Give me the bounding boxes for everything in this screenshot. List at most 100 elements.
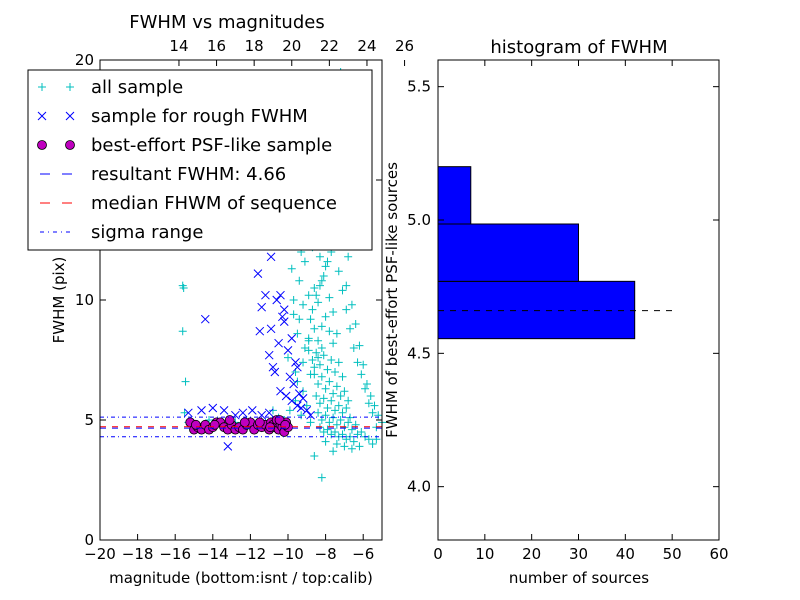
y-tick-label: 4.0 bbox=[407, 478, 431, 496]
scatter-point-plus bbox=[325, 418, 334, 427]
scatter-panel: FWHM vs magnitudes −20 −18 −16 −14 −12 −10 −8−… bbox=[27, 12, 414, 587]
scatter-point-x bbox=[264, 350, 274, 360]
scatter-point-plus bbox=[329, 308, 338, 316]
scatter-point-plus bbox=[331, 428, 339, 436]
scatter-point-plus bbox=[329, 389, 338, 398]
scatter-point-plus bbox=[338, 286, 347, 295]
scatter-point-plus bbox=[323, 257, 332, 266]
histogram-bars bbox=[437, 166, 636, 340]
scatter-point-plus bbox=[338, 408, 347, 417]
scatter-point-x bbox=[287, 396, 297, 406]
scatter-point-plus bbox=[181, 377, 190, 386]
x-tick-label: −18 bbox=[122, 545, 154, 563]
scatter-point-plus bbox=[329, 339, 338, 348]
scatter-y-axis-ticks: 0 5 10 20 bbox=[75, 51, 382, 549]
scatter-point-plus bbox=[321, 312, 330, 321]
scatter-point-plus bbox=[268, 406, 277, 415]
legend-marker-swatch bbox=[37, 140, 47, 150]
top-tick-label: 16 bbox=[207, 37, 226, 55]
scatter-title: FWHM vs magnitudes bbox=[129, 12, 324, 33]
scatter-point-x bbox=[298, 394, 308, 403]
scatter-point-x bbox=[279, 317, 289, 326]
scatter-point-x bbox=[285, 372, 295, 382]
scatter-point-plus bbox=[347, 425, 356, 434]
scatter-point-plus bbox=[340, 442, 349, 451]
scatter-point-circle bbox=[224, 415, 235, 425]
scatter-point-plus bbox=[310, 324, 319, 333]
scatter-point-x bbox=[289, 379, 298, 389]
scatter-y-axis-label: FWHM (pix) bbox=[50, 257, 68, 344]
scatter-point-plus bbox=[368, 440, 377, 448]
scatter-point-plus bbox=[179, 284, 188, 292]
x-tick-label: 10 bbox=[475, 545, 494, 563]
scatter-point-plus bbox=[325, 377, 334, 386]
y-tick-label: 20 bbox=[75, 51, 94, 69]
scatter-reference-lines bbox=[100, 416, 382, 438]
scatter-point-plus bbox=[297, 411, 306, 420]
scatter-point-plus bbox=[295, 276, 304, 285]
scatter-x-axis-label: magnitude (bottom:isnt / top:calib) bbox=[109, 569, 373, 587]
x-tick-label: 20 bbox=[522, 545, 541, 563]
scatter-point-plus bbox=[317, 276, 326, 285]
scatter-point-plus bbox=[325, 293, 334, 302]
scatter-point-plus bbox=[357, 428, 366, 436]
scatter-point-plus bbox=[364, 435, 373, 444]
y-tick-label: 5.0 bbox=[407, 211, 431, 229]
top-tick-label: 24 bbox=[357, 37, 376, 55]
scatter-point-x bbox=[281, 391, 291, 401]
scatter-point-plus bbox=[317, 322, 326, 331]
legend-label: resultant FWHM: 4.66 bbox=[91, 164, 286, 185]
scatter-point-plus bbox=[304, 334, 313, 343]
scatter-point-plus bbox=[364, 399, 373, 408]
scatter-point-plus bbox=[347, 444, 356, 453]
scatter-point-plus bbox=[351, 420, 360, 429]
scatter-point-plus bbox=[329, 447, 338, 456]
x-tick-label: −8 bbox=[315, 545, 337, 563]
legend-items: all sample sample for rough FWHM best-effo… bbox=[37, 77, 337, 243]
top-tick-label: 18 bbox=[245, 37, 264, 55]
scatter-point-circle bbox=[254, 417, 265, 428]
legend-item: sample for rough FWHM bbox=[37, 106, 308, 127]
histogram-bar bbox=[437, 223, 579, 282]
scatter-point-plus bbox=[327, 356, 336, 364]
scatter-point-plus bbox=[362, 380, 371, 388]
scatter-point-plus bbox=[334, 358, 343, 367]
scatter-point-x bbox=[253, 269, 263, 278]
legend-label: sample for rough FWHM bbox=[91, 106, 308, 127]
x-tick-label: −6 bbox=[352, 545, 374, 563]
legend-item: median FHWM of sequence bbox=[40, 193, 337, 214]
legend-label: best-effort PSF-like sample bbox=[91, 135, 332, 156]
histogram-bar bbox=[437, 166, 472, 225]
scatter-point-plus bbox=[334, 401, 343, 410]
x-tick-label: 0 bbox=[433, 545, 443, 563]
legend-item: resultant FWHM: 4.66 bbox=[40, 164, 286, 185]
scatter-point-x bbox=[293, 401, 302, 410]
scatter-point-plus bbox=[315, 252, 324, 261]
scatter-point-plus bbox=[323, 404, 332, 412]
scatter-point-plus bbox=[289, 296, 298, 304]
histogram-y-axis-ticks: 4.0 4.5 5.0 5.5 bbox=[407, 78, 719, 496]
scatter-point-plus bbox=[317, 344, 326, 352]
x-tick-label: 60 bbox=[709, 545, 728, 563]
scatter-point-plus bbox=[349, 437, 358, 446]
scatter-point-plus bbox=[289, 310, 298, 319]
scatter-point-plus bbox=[366, 392, 375, 400]
scatter-legend: all sample sample for rough FWHM best-effo… bbox=[27, 69, 373, 251]
scatter-point-x bbox=[272, 295, 282, 305]
scatter-point-plus bbox=[353, 358, 362, 367]
legend-item: best-effort PSF-like sample bbox=[37, 135, 332, 156]
scatter-point-plus bbox=[351, 320, 360, 328]
legend-marker-swatch bbox=[65, 111, 75, 121]
scatter-point-x bbox=[279, 305, 289, 314]
scatter-point-plus bbox=[314, 298, 323, 307]
legend-marker-swatch bbox=[37, 111, 47, 121]
legend-marker-swatch bbox=[66, 83, 74, 91]
legend-marker-swatch bbox=[65, 140, 75, 150]
scatter-point-plus bbox=[308, 356, 317, 364]
scatter-point-plus bbox=[178, 327, 187, 336]
scatter-point-plus bbox=[342, 281, 351, 290]
x-tick-label: 40 bbox=[616, 545, 635, 563]
scatter-point-plus bbox=[344, 252, 353, 261]
scatter-point-x bbox=[278, 312, 287, 322]
scatter-point-plus bbox=[293, 329, 302, 338]
